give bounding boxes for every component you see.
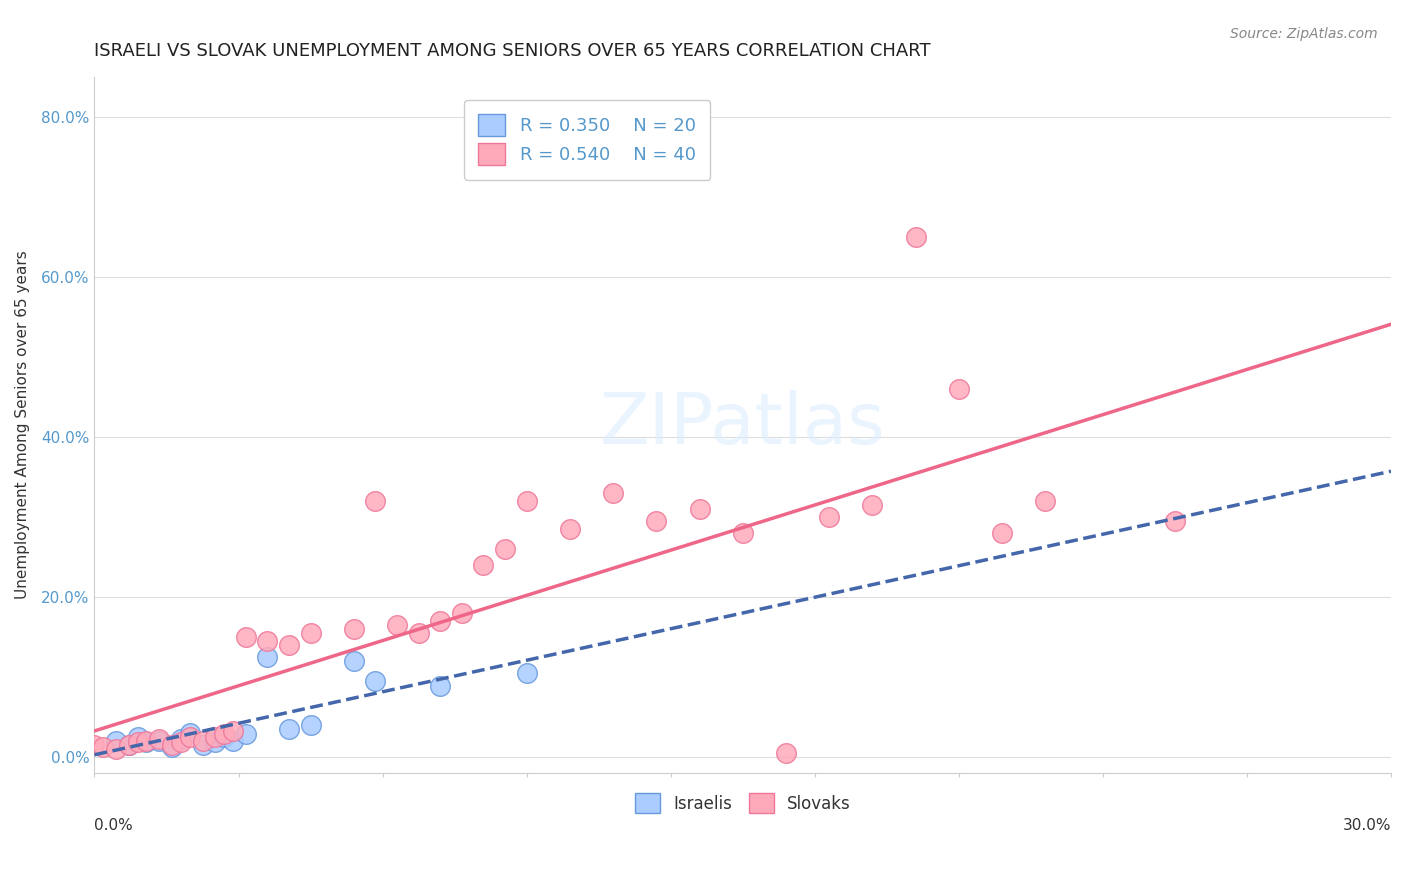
Point [689,501,711,516]
Point [235,630,257,644]
Point [364,493,387,508]
Point [731,525,754,540]
Point [278,638,301,652]
Point [299,717,322,731]
Point [818,509,841,524]
Point [343,654,366,668]
Point [204,735,226,749]
Point [118,738,141,752]
Y-axis label: Unemployment Among Seniors over 65 years: Unemployment Among Seniors over 65 years [15,251,30,599]
Text: 30.0%: 30.0% [1343,818,1391,833]
Point [602,485,624,500]
Point [127,730,149,744]
Point [450,606,472,620]
Point [105,733,128,747]
Point [170,735,193,749]
Text: 0.0%: 0.0% [94,818,134,833]
Point [118,738,141,752]
Point [148,732,170,747]
Point [1033,493,1056,508]
Point [212,727,235,741]
Point [494,541,516,556]
Point [105,741,128,756]
Point [256,633,278,648]
Point [222,733,245,747]
Point [83,738,105,752]
Point [558,522,581,536]
Point [127,735,149,749]
Point [170,732,193,747]
Point [162,738,184,752]
Point [222,724,245,739]
Point [235,727,257,741]
Point [472,558,495,572]
Point [904,229,927,244]
Point [385,617,408,632]
Point [343,622,366,636]
Point [299,625,322,640]
Point [135,733,157,747]
Legend: Israelis, Slovaks: Israelis, Slovaks [628,787,858,820]
Point [948,382,970,396]
Point [516,493,538,508]
Point [256,649,278,664]
Point [162,740,184,755]
Point [364,673,387,688]
Text: ISRAELI VS SLOVAK UNEMPLOYMENT AMONG SENIORS OVER 65 YEARS CORRELATION CHART: ISRAELI VS SLOVAK UNEMPLOYMENT AMONG SEN… [94,42,931,60]
Point [516,665,538,680]
Point [179,725,201,739]
Point [645,514,668,528]
Point [204,730,226,744]
Point [991,525,1014,540]
Point [860,498,883,512]
Point [1164,514,1187,528]
Point [91,740,114,755]
Point [148,733,170,747]
Point [179,730,201,744]
Point [191,733,214,747]
Point [429,679,451,693]
Point [775,746,797,760]
Point [135,735,157,749]
Point [278,722,301,736]
Point [408,625,430,640]
Text: Source: ZipAtlas.com: Source: ZipAtlas.com [1230,27,1378,41]
Point [212,730,235,744]
Point [429,614,451,628]
Text: ZIPatlas: ZIPatlas [600,390,886,459]
Point [191,738,214,752]
